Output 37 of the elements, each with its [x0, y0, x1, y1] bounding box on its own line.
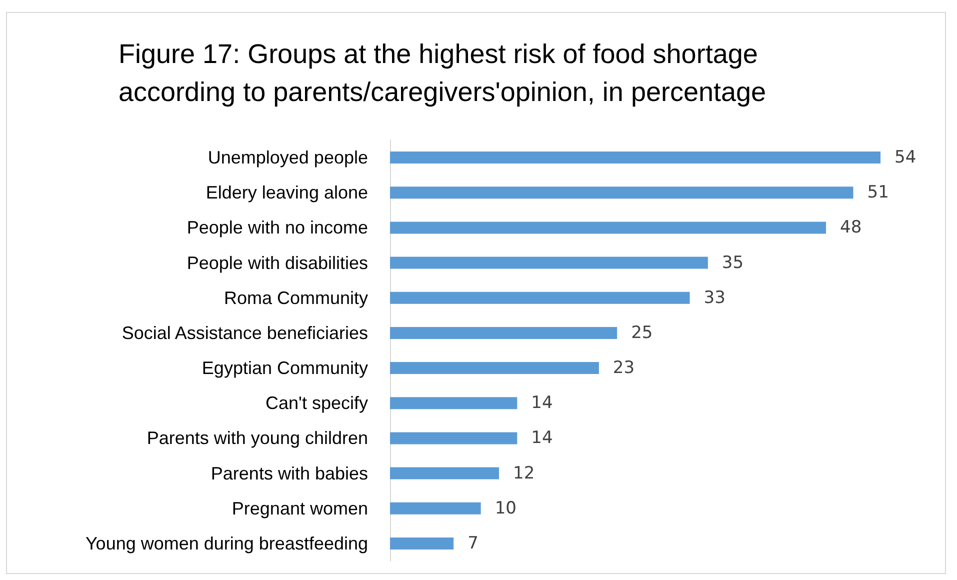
data-label: 7 [468, 533, 478, 554]
bar [390, 362, 599, 374]
y-tick-label: Roma Community [224, 288, 368, 308]
bar [390, 222, 826, 234]
y-tick-label: People with disabilities [186, 252, 368, 273]
data-label: 10 [494, 498, 516, 518]
y-tick-label: Unemployed people [208, 148, 368, 168]
data-label: 14 [531, 428, 553, 448]
bar [390, 432, 518, 444]
data-label: 25 [631, 322, 653, 343]
data-label: 48 [840, 218, 862, 238]
bar [390, 186, 854, 199]
bar [390, 152, 880, 164]
chart-title: Figure 17: Groups at the highest risk of food shortage according to parents/caregivers'opinion, in percentage [118, 39, 766, 107]
bar [390, 467, 499, 480]
y-tick-label: Can't specify [266, 393, 368, 414]
bar [390, 292, 690, 304]
bar [390, 537, 454, 550]
y-tick-label: Young women during breastfeeding [85, 533, 368, 554]
y-tick-label: Egyptian Community [202, 358, 368, 378]
data-label: 12 [513, 463, 535, 484]
y-tick-label: Parents with babies [210, 463, 368, 484]
y-tick-label: Pregnant women [232, 498, 368, 518]
bar [390, 256, 708, 269]
bar [390, 397, 518, 410]
data-label: 33 [704, 288, 726, 308]
bar [390, 326, 618, 339]
y-tick-label: Eldery leaving alone [206, 182, 368, 203]
y-tick-label: Social Assistance beneficiaries [122, 322, 368, 343]
bar [390, 502, 481, 514]
data-label: 54 [894, 148, 916, 168]
data-label: 51 [867, 182, 889, 203]
data-label: 14 [531, 393, 553, 414]
data-label: 23 [612, 358, 635, 378]
data-label: 35 [722, 252, 744, 273]
y-tick-label: Parents with young children [146, 428, 368, 448]
y-tick-label: People with no income [186, 218, 368, 238]
